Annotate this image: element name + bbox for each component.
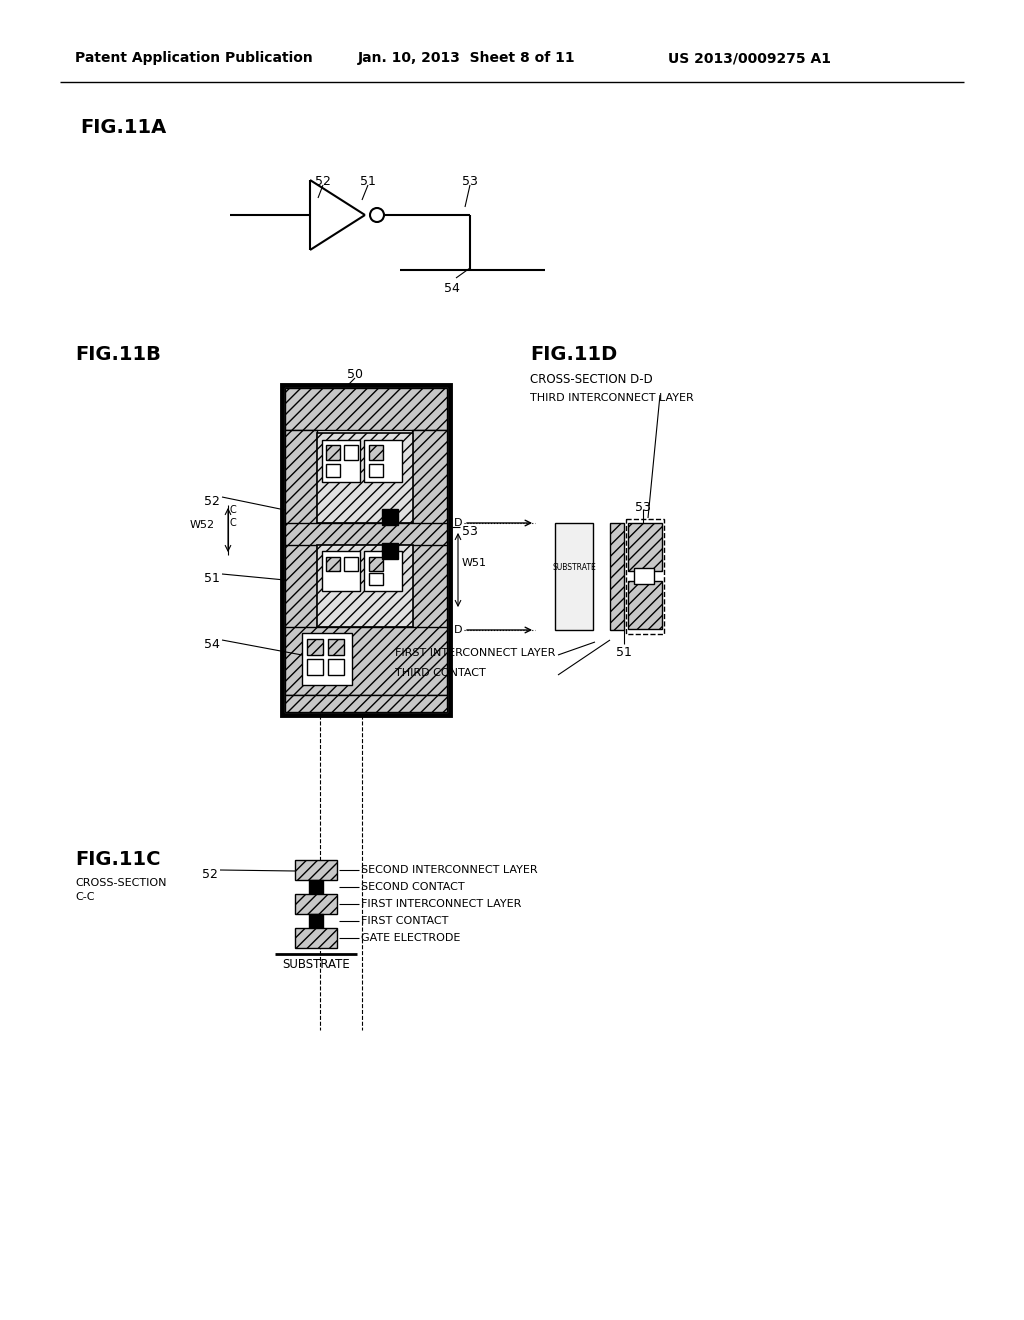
Text: FIRST CONTACT: FIRST CONTACT (361, 916, 449, 927)
Bar (317, 545, 413, 627)
Text: CROSS-SECTION D-D: CROSS-SECTION D-D (530, 374, 652, 385)
Text: W51: W51 (462, 558, 487, 568)
Bar (317, 433, 413, 523)
Text: 54: 54 (204, 638, 220, 651)
Bar (364, 550, 402, 591)
Text: C: C (229, 506, 237, 515)
Bar (307, 659, 323, 675)
Bar (364, 440, 402, 482)
Text: CROSS-SECTION: CROSS-SECTION (75, 878, 167, 888)
Bar (328, 639, 344, 655)
Text: SECOND CONTACT: SECOND CONTACT (361, 882, 465, 892)
Bar (634, 568, 654, 583)
Bar (282, 385, 450, 715)
Bar (322, 550, 360, 591)
Bar (295, 928, 337, 948)
Text: Patent Application Publication: Patent Application Publication (75, 51, 312, 65)
Text: THIRD INTERCONNECT LAYER: THIRD INTERCONNECT LAYER (530, 393, 693, 403)
Text: D: D (454, 517, 463, 528)
Bar (344, 557, 358, 572)
Text: 53: 53 (462, 176, 478, 187)
Text: THIRD CONTACT: THIRD CONTACT (395, 668, 485, 678)
Bar (285, 627, 447, 696)
Text: C: C (229, 517, 237, 528)
Bar (322, 440, 360, 482)
Text: 52: 52 (315, 176, 331, 187)
Text: US 2013/0009275 A1: US 2013/0009275 A1 (668, 51, 831, 65)
Bar (285, 523, 447, 545)
Bar (307, 639, 323, 655)
Text: FIG.11D: FIG.11D (530, 345, 617, 364)
Text: 54: 54 (444, 282, 460, 294)
Bar (369, 557, 383, 572)
Bar (326, 557, 340, 572)
Bar (369, 445, 383, 459)
Bar (285, 388, 447, 430)
Text: W52: W52 (189, 520, 215, 531)
Bar (610, 523, 624, 630)
Bar (555, 523, 593, 630)
Text: 53: 53 (462, 525, 478, 539)
Text: SUBSTRATE: SUBSTRATE (283, 958, 350, 972)
Text: 51: 51 (360, 176, 376, 187)
Bar (295, 861, 337, 880)
Text: 52: 52 (204, 495, 220, 508)
Bar (628, 523, 662, 572)
Bar (412, 430, 447, 630)
Bar (309, 880, 323, 894)
Bar (295, 894, 337, 913)
Text: FIRST INTERCONNECT LAYER: FIRST INTERCONNECT LAYER (361, 899, 521, 909)
Bar (326, 465, 340, 477)
Text: FIG.11B: FIG.11B (75, 345, 161, 364)
Text: Jan. 10, 2013  Sheet 8 of 11: Jan. 10, 2013 Sheet 8 of 11 (358, 51, 575, 65)
Text: FIRST INTERCONNECT LAYER: FIRST INTERCONNECT LAYER (395, 648, 555, 657)
Bar (285, 430, 317, 630)
Bar (382, 543, 398, 558)
Text: C-C: C-C (75, 892, 94, 902)
Text: 51: 51 (616, 645, 632, 659)
Bar (626, 519, 664, 634)
Bar (628, 581, 662, 630)
Bar (369, 573, 383, 585)
Text: FIG.11C: FIG.11C (75, 850, 161, 869)
Text: 53: 53 (635, 502, 651, 513)
Bar (344, 445, 358, 459)
Bar (309, 913, 323, 928)
Text: SECOND INTERCONNECT LAYER: SECOND INTERCONNECT LAYER (361, 865, 538, 875)
Bar (382, 510, 398, 525)
Text: FIG.11A: FIG.11A (80, 117, 166, 137)
Bar (285, 696, 447, 711)
Text: SUBSTRATE: SUBSTRATE (552, 564, 596, 573)
Bar (328, 659, 344, 675)
Text: 52: 52 (202, 869, 218, 880)
Text: GATE ELECTRODE: GATE ELECTRODE (361, 933, 461, 942)
Bar (302, 634, 352, 685)
Text: 51: 51 (204, 572, 220, 585)
Bar (326, 445, 340, 459)
Bar (369, 465, 383, 477)
Text: D: D (454, 624, 463, 635)
Text: 50: 50 (347, 368, 362, 381)
